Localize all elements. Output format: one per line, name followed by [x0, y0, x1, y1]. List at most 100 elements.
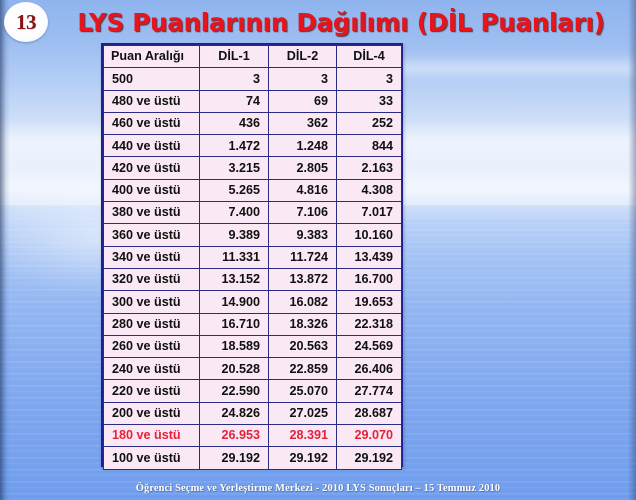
table-row: 500 3 3 3: [103, 67, 402, 91]
table-row: 300 ve üstü 14.900 16.082 19.653: [103, 290, 402, 314]
cell-dil-4: 4.308: [336, 178, 402, 203]
cell-dil-2: 20.563: [268, 334, 337, 359]
cell-dil-1: 7.400: [199, 201, 269, 225]
cell-dil-4: 252: [336, 111, 402, 136]
row-label: 460 ve üstü: [103, 111, 200, 136]
row-label: 180 ve üstü: [103, 424, 200, 448]
table-grid: Puan Aralığı DİL-1 DİL-2 DİL-4 500 3 3 3 480…: [103, 44, 402, 470]
cell-dil-1: 9.389: [199, 223, 269, 247]
table-row: 460 ve üstü 436 362 252: [103, 111, 402, 136]
row-label: 260 ve üstü: [103, 334, 200, 359]
cell-dil-4: 26.406: [336, 357, 402, 381]
row-label: 420 ve üstü: [103, 156, 200, 180]
cell-dil-4: 19.653: [336, 290, 402, 314]
cell-dil-4: 2.163: [336, 156, 402, 180]
cell-dil-4: 33: [336, 89, 402, 113]
cell-dil-2: 11.724: [268, 245, 337, 269]
cell-dil-4: 24.569: [336, 334, 402, 359]
cell-dil-2: 1.248: [268, 134, 337, 158]
edge-shadow-left: [0, 0, 10, 500]
cell-dil-2: 13.872: [268, 267, 337, 292]
cell-dil-1: 436: [199, 111, 269, 136]
row-label: 400 ve üstü: [103, 178, 200, 203]
table-header: Puan Aralığı DİL-1 DİL-2 DİL-4: [103, 44, 402, 69]
row-label: 300 ve üstü: [103, 290, 200, 314]
column-header-dil-2: DİL-2: [268, 44, 337, 69]
cell-dil-2: 2.805: [268, 156, 337, 180]
cell-dil-4: 7.017: [336, 201, 402, 225]
cell-dil-1: 24.826: [199, 401, 269, 426]
cell-dil-4: 3: [336, 67, 402, 91]
row-label: 200 ve üstü: [103, 401, 200, 426]
page-title: LYS Puanlarının Dağılımı (DİL Puanları): [52, 6, 630, 40]
slide-number-label: 13: [16, 9, 37, 34]
row-label: 480 ve üstü: [103, 89, 200, 113]
table-body: 500 3 3 3 480 ve üstü 74 69 33 460 ve üstü 436 362…: [103, 67, 402, 470]
row-label: 360 ve üstü: [103, 223, 200, 247]
cell-dil-1: 16.710: [199, 312, 269, 336]
cell-dil-1: 18.589: [199, 334, 269, 359]
edge-shadow-right: [628, 0, 636, 500]
cell-dil-1: 22.590: [199, 379, 269, 403]
cell-dil-1: 5.265: [199, 178, 269, 203]
cell-dil-2: 69: [268, 89, 337, 113]
row-label: 100 ve üstü: [103, 446, 200, 470]
row-label: 240 ve üstü: [103, 357, 200, 381]
cell-dil-1: 74: [199, 89, 269, 113]
cell-dil-2: 18.326: [268, 312, 337, 336]
slide-footer-label: Öğrenci Seçme ve Yerleştirme Merkezi - 2…: [135, 483, 501, 494]
cell-dil-2: 29.192: [268, 446, 337, 470]
row-label: 380 ve üstü: [103, 201, 200, 225]
cell-dil-1: 1.472: [199, 134, 269, 158]
row-label: 220 ve üstü: [103, 379, 200, 403]
table-row: 100 ve üstü 29.192 29.192 29.192: [103, 446, 402, 470]
slide-number-badge: 13: [4, 2, 48, 42]
cell-dil-1: 20.528: [199, 357, 269, 381]
cell-dil-4: 13.439: [336, 245, 402, 269]
cell-dil-2: 25.070: [268, 379, 337, 403]
column-header-puan-araligi: Puan Aralığı: [103, 44, 200, 69]
cell-dil-1: 3.215: [199, 156, 269, 180]
column-header-dil-1: DİL-1: [199, 44, 269, 69]
cell-dil-2: 22.859: [268, 357, 337, 381]
cell-dil-1: 26.953: [199, 424, 269, 448]
cell-dil-2: 4.816: [268, 178, 337, 203]
cell-dil-1: 29.192: [199, 446, 269, 470]
cell-dil-2: 9.383: [268, 223, 337, 247]
table-header-row: Puan Aralığı DİL-1 DİL-2 DİL-4: [103, 44, 402, 69]
cell-dil-2: 362: [268, 111, 337, 136]
cell-dil-4: 29.070: [336, 424, 402, 448]
row-label: 500: [103, 67, 200, 91]
table-row: 400 ve üstü 5.265 4.816 4.308: [103, 178, 402, 203]
table-row: 220 ve üstü 22.590 25.070 27.774: [103, 379, 402, 403]
row-label: 340 ve üstü: [103, 245, 200, 269]
row-label: 440 ve üstü: [103, 134, 200, 158]
cell-dil-4: 16.700: [336, 267, 402, 292]
cell-dil-4: 27.774: [336, 379, 402, 403]
cell-dil-2: 3: [268, 67, 337, 91]
cell-dil-4: 29.192: [336, 446, 402, 470]
column-header-dil-4: DİL-4: [336, 44, 402, 69]
table-row: 360 ve üstü 9.389 9.383 10.160: [103, 223, 402, 247]
table-row: 480 ve üstü 74 69 33: [103, 89, 402, 113]
table-row: 260 ve üstü 18.589 20.563 24.569: [103, 334, 402, 359]
cell-dil-2: 16.082: [268, 290, 337, 314]
cell-dil-2: 28.391: [268, 424, 337, 448]
cell-dil-1: 14.900: [199, 290, 269, 314]
cell-dil-4: 22.318: [336, 312, 402, 336]
cell-dil-4: 28.687: [336, 401, 402, 426]
cell-dil-1: 3: [199, 67, 269, 91]
cell-dil-1: 11.331: [199, 245, 269, 269]
table-row: 380 ve üstü 7.400 7.106 7.017: [103, 201, 402, 225]
score-distribution-table: Puan Aralığı DİL-1 DİL-2 DİL-4 500 3 3 3 480…: [101, 43, 403, 470]
slide-footer: Öğrenci Seçme ve Yerleştirme Merkezi - 2…: [0, 478, 636, 496]
cell-dil-2: 27.025: [268, 401, 337, 426]
table-row: 240 ve üstü 20.528 22.859 26.406: [103, 357, 402, 381]
table-row: 180 ve üstü 26.953 28.391 29.070: [103, 424, 402, 448]
page-title-label: LYS Puanlarının Dağılımı (DİL Puanları): [77, 7, 605, 37]
row-label: 320 ve üstü: [103, 267, 200, 292]
cell-dil-2: 7.106: [268, 201, 337, 225]
cell-dil-1: 13.152: [199, 267, 269, 292]
table-row: 420 ve üstü 3.215 2.805 2.163: [103, 156, 402, 180]
